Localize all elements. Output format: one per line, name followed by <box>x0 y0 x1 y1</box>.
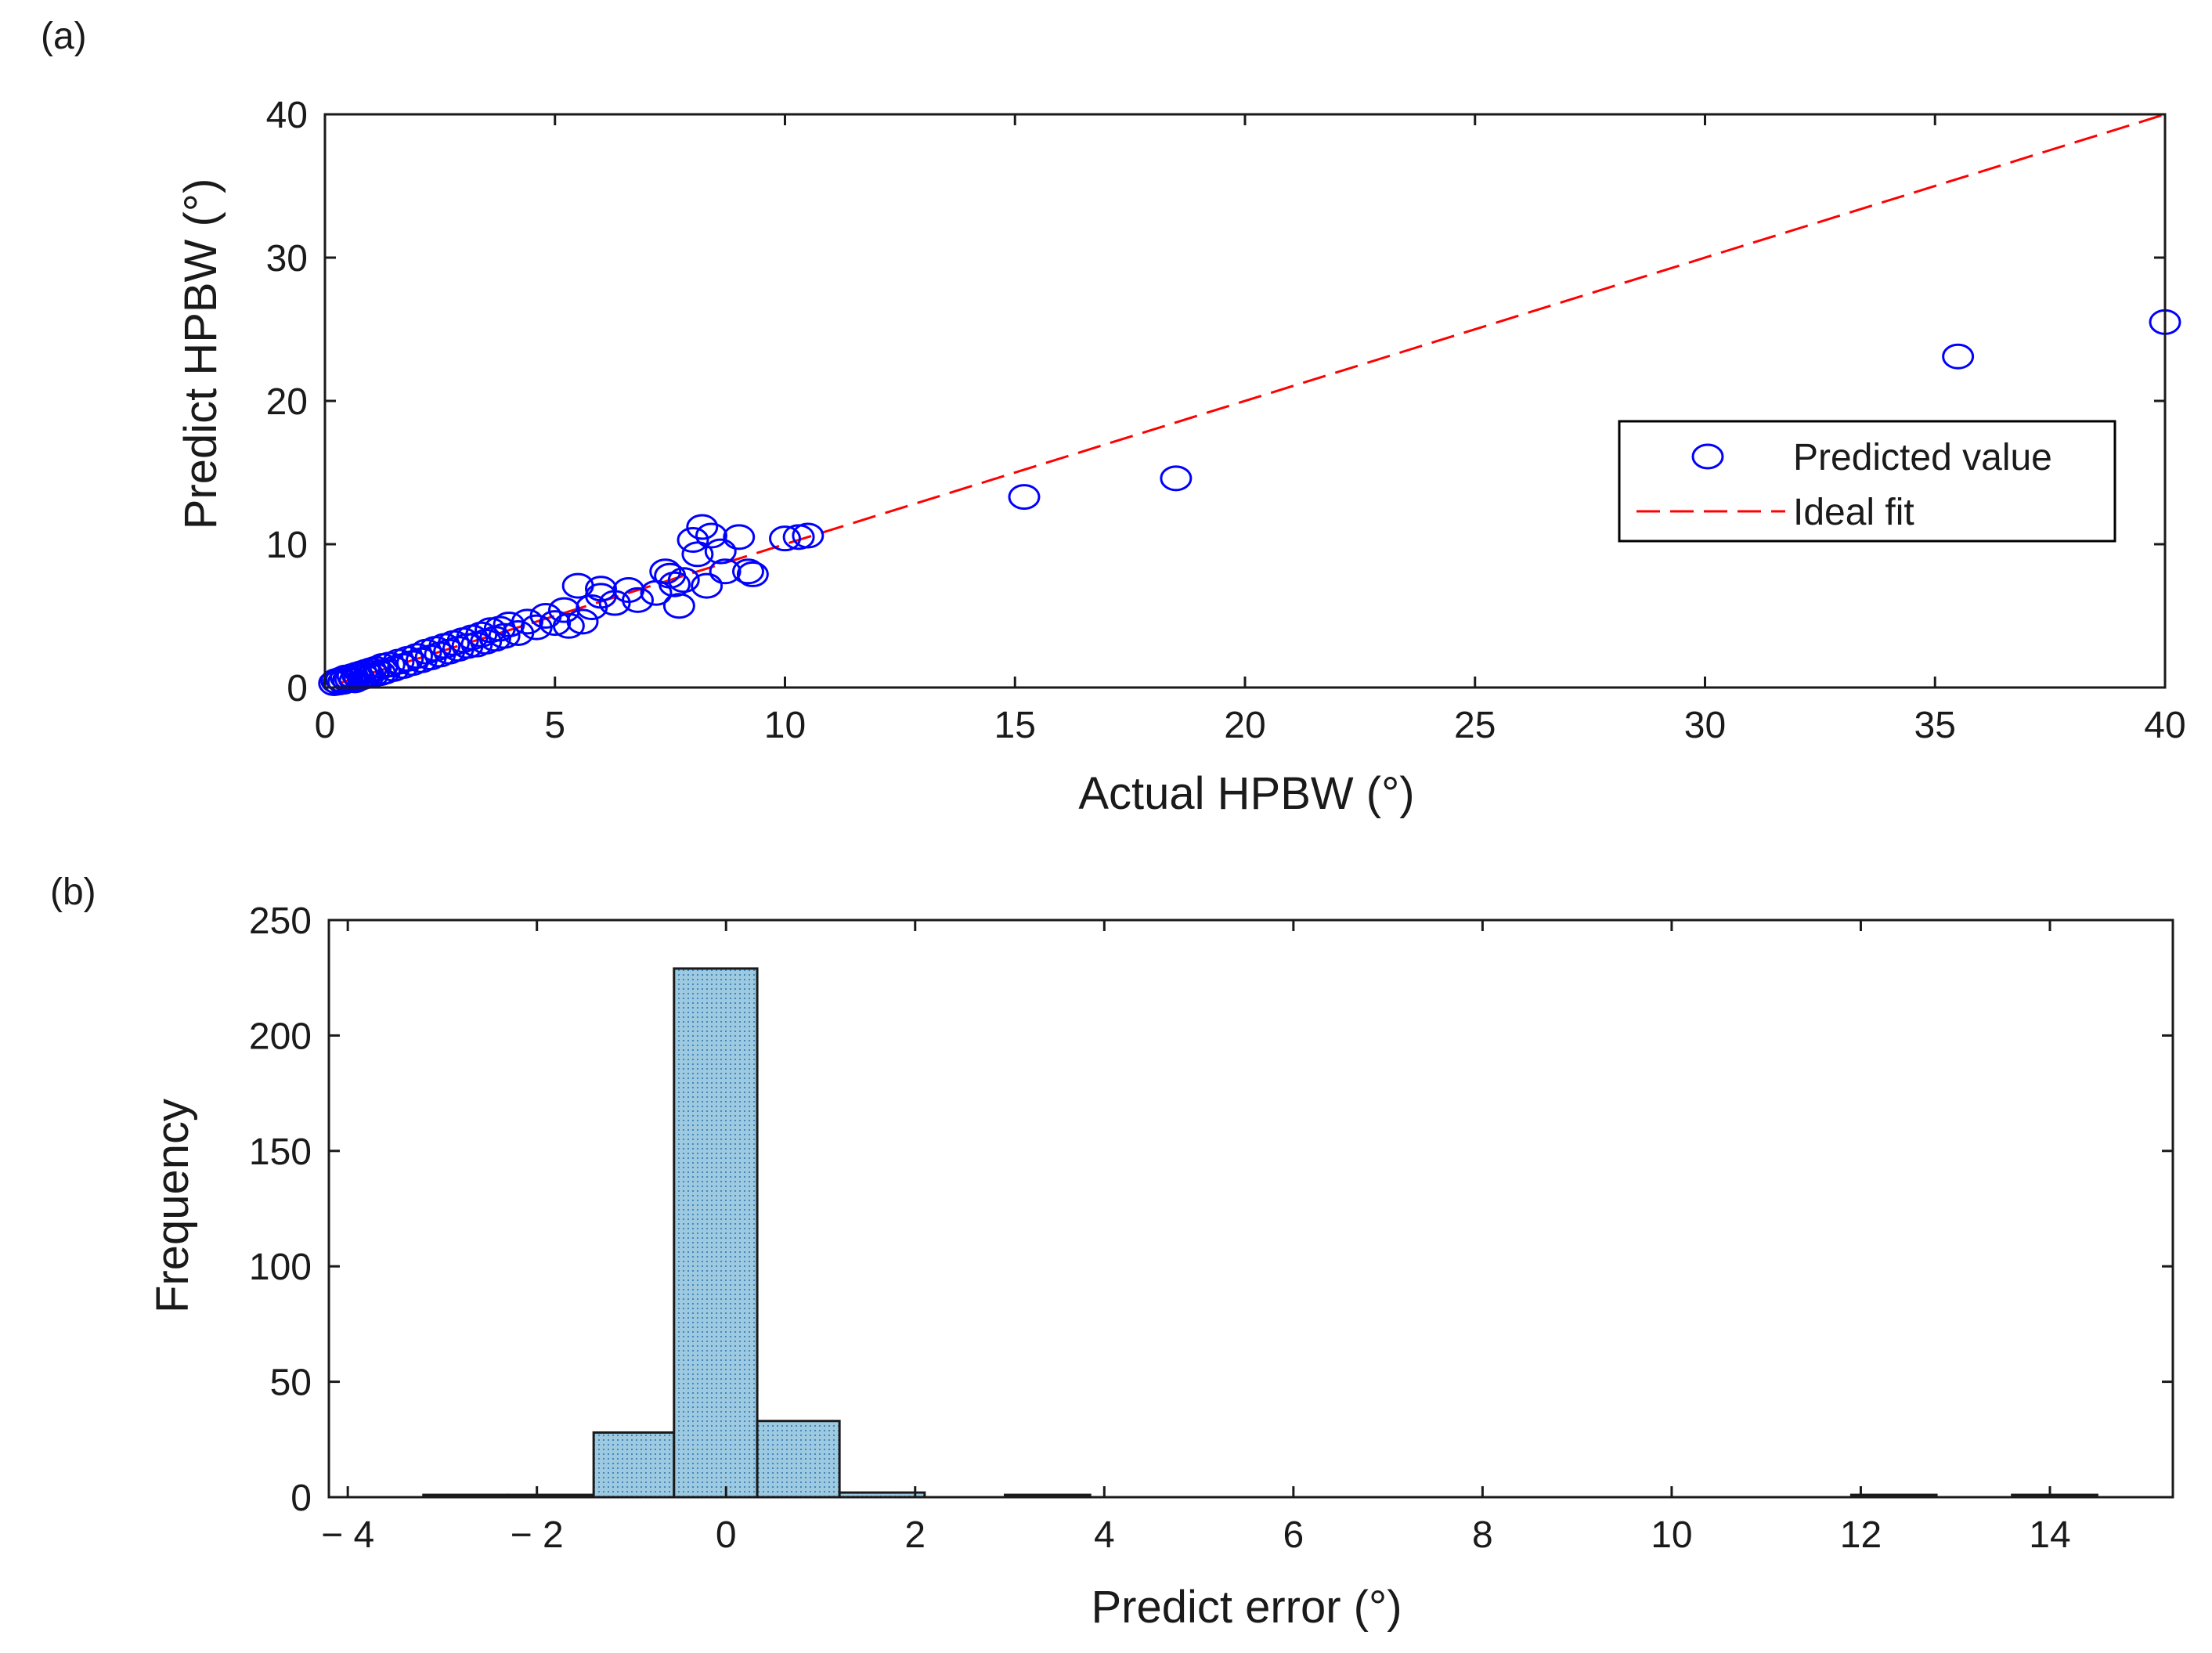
predicted-point <box>736 561 769 587</box>
histogram-y-tick-label: 200 <box>249 1016 312 1057</box>
histogram-y-tick-label: 0 <box>290 1478 312 1519</box>
predicted-point <box>723 524 756 550</box>
scatter-y-axis-label: Predict HPBW (°) <box>175 179 226 530</box>
predicted-point <box>493 611 525 637</box>
scatter-x-tick-label: 15 <box>994 705 1036 746</box>
histogram-x-tick-label: − 2 <box>511 1514 564 1556</box>
predicted-point <box>704 538 737 565</box>
predicted-point <box>539 610 572 637</box>
predicted-point <box>686 514 719 540</box>
histogram-x-tick-label: 4 <box>1094 1514 1115 1556</box>
legend-box <box>1618 420 2116 543</box>
scatter-x-tick-label: 0 <box>315 705 336 746</box>
histogram-x-tick-label: 6 <box>1283 1514 1304 1556</box>
predicted-point <box>552 612 585 639</box>
histogram-axes-frame <box>327 919 2174 1499</box>
predicted-point <box>1160 465 1193 492</box>
histogram-x-tick-label: 10 <box>1651 1514 1692 1556</box>
ideal-fit-line <box>338 113 2166 684</box>
scatter-legend: Predicted value Ideal fit <box>1618 420 2116 543</box>
legend-marker-predicted-icon <box>1691 443 1724 470</box>
legend-label-ideal: Ideal fit <box>1793 492 1914 533</box>
histogram-x-tick-label: 0 <box>716 1514 737 1556</box>
histogram-x-tick-label: − 4 <box>321 1514 374 1556</box>
predicted-point <box>667 567 700 594</box>
histogram-y-axis-label: Frequency <box>147 1099 198 1313</box>
predicted-point <box>649 558 682 585</box>
histogram-x-tick-label: 12 <box>1840 1514 1882 1556</box>
predicted-point <box>709 558 742 585</box>
scatter-y-tick-label: 20 <box>266 381 308 423</box>
predicted-point <box>681 541 714 568</box>
histogram-x-axis-label: Predict error (°) <box>1091 1582 1402 1633</box>
histogram-bar <box>673 967 759 1499</box>
histogram-plot-area: − 4 − 2 0 2 4 6 8 10 12 14 0 50 100 150 200 250 <box>249 900 2174 1556</box>
scatter-plot-area: 0 5 10 15 20 25 30 35 40 0 10 20 30 40 <box>266 95 2186 746</box>
predicted-point <box>732 558 764 585</box>
histogram-x-tick-label: 8 <box>1472 1514 1493 1556</box>
panel-b-label: (b) <box>50 872 96 913</box>
predicted-point <box>659 571 691 597</box>
scatter-x-tick-label: 35 <box>1914 705 1956 746</box>
scatter-x-axis-label: Actual HPBW (°) <box>1078 768 1414 819</box>
predicted-point <box>488 623 521 649</box>
histogram-y-tick-label: 100 <box>249 1247 312 1288</box>
scatter-x-tick-label: 5 <box>544 705 565 746</box>
predicted-point <box>401 643 433 670</box>
scatter-x-tick-label: 30 <box>1684 705 1726 746</box>
predicted-point <box>691 572 724 599</box>
predicted-point <box>566 608 599 635</box>
predicted-point <box>622 586 654 613</box>
predicted-point <box>695 522 727 549</box>
panel-a-label: (a) <box>41 16 87 57</box>
histogram-bar <box>756 1420 841 1499</box>
predicted-point <box>662 593 695 619</box>
histogram-x-tick-label: 2 <box>904 1514 926 1556</box>
histogram-y-tick-label: 50 <box>270 1362 312 1404</box>
scatter-x-tick-label: 25 <box>1454 705 1496 746</box>
scatter-x-tick-label: 20 <box>1224 705 1265 746</box>
predicted-point <box>1942 343 1975 370</box>
scatter-y-tick-label: 0 <box>287 668 308 709</box>
scatter-x-tick-label: 10 <box>764 705 806 746</box>
scatter-y-tick-label: 30 <box>266 238 308 280</box>
legend-label-predicted: Predicted value <box>1793 437 2052 478</box>
scatter-y-tick-label: 40 <box>266 95 308 136</box>
predicted-point <box>677 527 709 554</box>
histogram-bar <box>592 1431 676 1499</box>
scatter-y-tick-label: 10 <box>266 525 308 566</box>
scatter-x-tick-label: 40 <box>2144 705 2185 746</box>
histogram-x-tick-label: 14 <box>2029 1514 2070 1556</box>
histogram-y-tick-label: 150 <box>249 1131 312 1173</box>
predicted-point <box>511 608 543 635</box>
predicted-point <box>1008 484 1041 511</box>
histogram-y-tick-label: 250 <box>249 900 312 942</box>
predicted-point <box>792 522 825 549</box>
predicted-point <box>769 525 801 552</box>
